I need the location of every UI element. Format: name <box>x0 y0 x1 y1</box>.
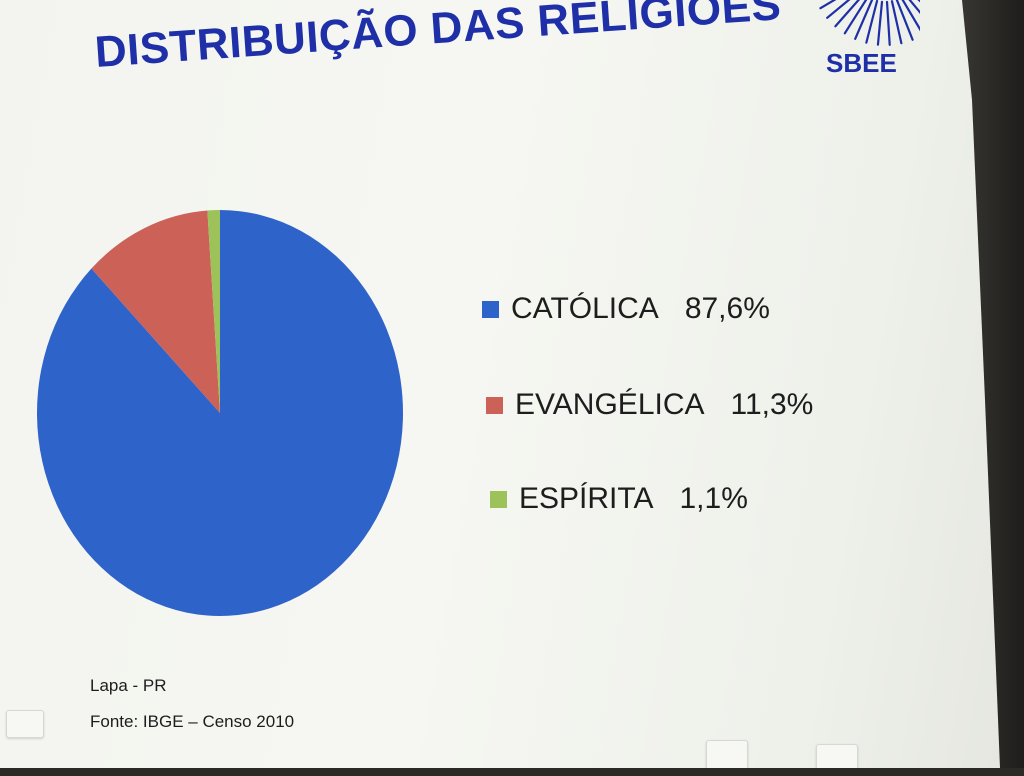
legend-item-evangelica: EVANGÉLICA 11,3% <box>486 388 813 422</box>
sun-ray <box>819 0 859 10</box>
legend-value: 1,1% <box>679 482 748 515</box>
sun-ray <box>865 0 879 44</box>
pie-slice-evangelica <box>91 210 220 413</box>
legend-label: ESPÍRITA <box>519 482 654 515</box>
slide-nav-button[interactable] <box>706 740 748 768</box>
sun-ray <box>885 0 891 46</box>
legend-value: 87,6% <box>684 292 770 325</box>
legend-label: EVANGÉLICA <box>515 388 705 421</box>
legend-value: 11,3% <box>730 388 814 421</box>
slide-nav-button[interactable] <box>6 710 44 738</box>
sun-ray <box>843 0 869 35</box>
legend-label: CATÓLICA <box>511 292 659 325</box>
sun-ray <box>900 0 920 36</box>
source-note: Fonte: IBGE – Censo 2010 <box>90 712 295 731</box>
sun-ray <box>834 0 865 28</box>
legend-swatch-espirita <box>490 490 507 508</box>
logo-text: SBEE <box>826 48 897 78</box>
slide-nav-button[interactable] <box>816 744 858 768</box>
sun-ray <box>826 0 862 19</box>
sun-ray <box>876 0 884 46</box>
pie-slice-catolica <box>36 210 404 616</box>
legend-swatch-catolica <box>482 300 499 318</box>
legend-item-espirita: ESPÍRITA 1,1% <box>490 482 748 516</box>
page-title: DISTRIBUIÇÃO DAS RELIGIÕES <box>93 0 783 77</box>
pie-chart <box>30 195 430 635</box>
sun-ray <box>854 0 874 40</box>
sun-ray <box>890 0 903 45</box>
sun-ray <box>904 0 920 29</box>
sunburst-icon <box>819 0 920 46</box>
pie-chart-svg <box>36 210 404 616</box>
pie-slice-espirita <box>207 210 220 413</box>
location-note: Lapa - PR <box>90 676 167 695</box>
sun-ray <box>895 0 914 41</box>
legend-swatch-evangelica <box>486 396 503 414</box>
legend-item-catolica: CATÓLICA 87,6% <box>482 292 770 326</box>
